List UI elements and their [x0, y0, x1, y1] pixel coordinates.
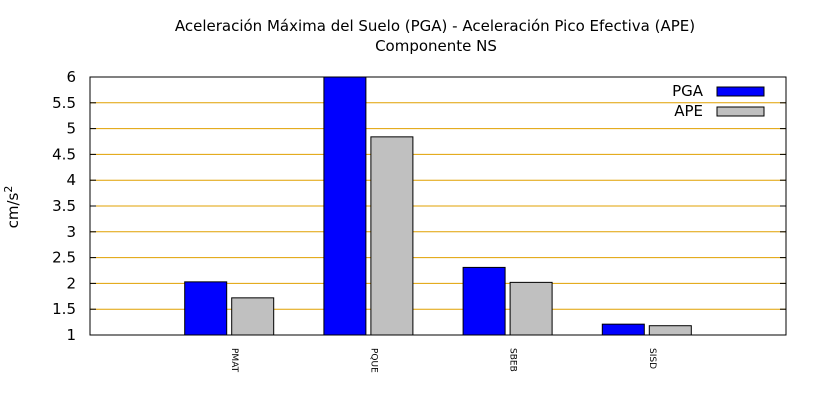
bar-pga-pmat — [184, 281, 228, 336]
bar-ape-pque — [370, 136, 414, 336]
y-axis-label: cm/s2 — [2, 186, 22, 229]
legend-swatch — [716, 86, 765, 97]
chart-title: Aceleración Máxima del Suelo (PGA) - Ace… — [175, 17, 695, 35]
legend-label: APE — [674, 102, 703, 120]
x-category-label: SBEB — [508, 348, 518, 372]
y-tick-label: 1.5 — [52, 300, 76, 318]
bar-ape-pmat — [231, 297, 275, 336]
bar-ape-sisd — [648, 325, 692, 336]
y-tick-label: 2.5 — [52, 249, 76, 267]
y-tick-label: 1 — [66, 326, 76, 344]
x-category-label: SISD — [647, 348, 657, 369]
y-tick-label: 2 — [66, 274, 76, 292]
y-tick-label: 4 — [66, 171, 76, 189]
chart-subtitle: Componente NS — [375, 37, 497, 55]
y-tick-label: 5.5 — [52, 94, 76, 112]
legend-swatch — [716, 106, 765, 117]
bar-pga-pque — [323, 76, 367, 336]
y-tick-label: 5 — [66, 120, 76, 138]
y-tick-label: 3.5 — [52, 197, 76, 215]
x-category-label: PMAT — [229, 348, 239, 373]
y-tick-label: 6 — [66, 68, 76, 86]
y-tick-label: 3 — [66, 223, 76, 241]
bar-pga-sbeb — [462, 266, 506, 336]
bar-ape-sbeb — [509, 281, 553, 336]
y-tick-label: 4.5 — [52, 145, 76, 163]
legend-label: PGA — [672, 82, 704, 100]
bar-pga-sisd — [601, 323, 645, 336]
x-category-label: PQUE — [368, 348, 378, 373]
